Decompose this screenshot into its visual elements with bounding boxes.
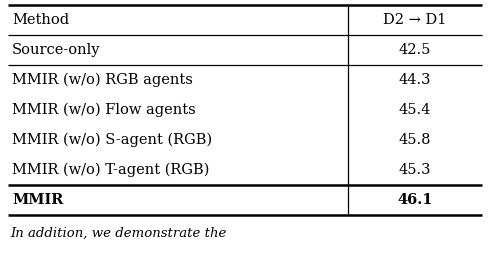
Text: MMIR (w/o) T-agent (RGB): MMIR (w/o) T-agent (RGB) <box>12 163 209 177</box>
Text: 42.5: 42.5 <box>399 43 431 57</box>
Text: Method: Method <box>12 13 69 27</box>
Text: MMIR (w/o) Flow agents: MMIR (w/o) Flow agents <box>12 103 196 117</box>
Text: D2 → D1: D2 → D1 <box>384 13 447 27</box>
Text: Source-only: Source-only <box>12 43 100 57</box>
Text: 45.3: 45.3 <box>399 163 431 177</box>
Text: MMIR (w/o) S-agent (RGB): MMIR (w/o) S-agent (RGB) <box>12 133 212 147</box>
Text: MMIR: MMIR <box>12 193 63 207</box>
Text: 45.8: 45.8 <box>399 133 431 147</box>
Text: In addition, we demonstrate the: In addition, we demonstrate the <box>10 227 226 239</box>
Text: 45.4: 45.4 <box>399 103 431 117</box>
Text: 44.3: 44.3 <box>399 73 431 87</box>
Text: 46.1: 46.1 <box>397 193 433 207</box>
Text: MMIR (w/o) RGB agents: MMIR (w/o) RGB agents <box>12 73 193 87</box>
